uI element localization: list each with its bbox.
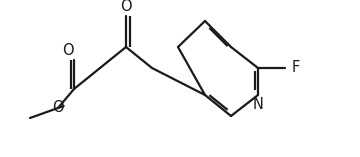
Text: O: O [62, 43, 74, 58]
Text: N: N [253, 97, 264, 112]
Text: O: O [52, 100, 64, 116]
Text: O: O [120, 0, 132, 14]
Text: F: F [292, 60, 300, 76]
